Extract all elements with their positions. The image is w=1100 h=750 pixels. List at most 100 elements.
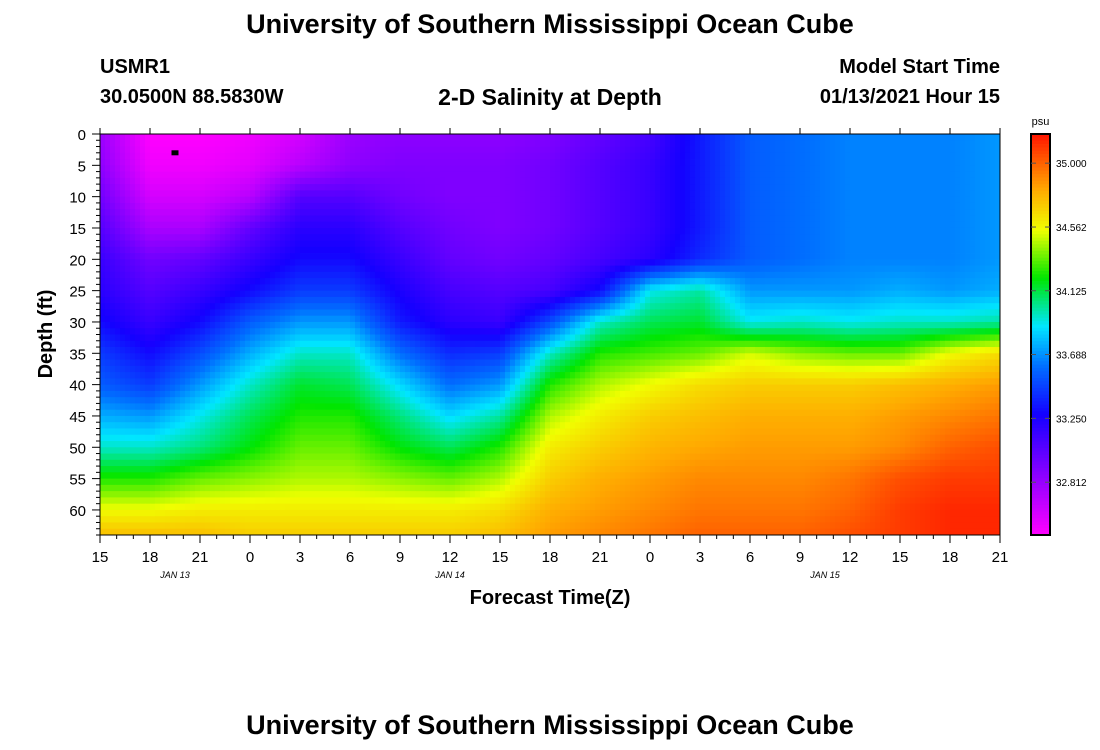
heatmap-cell <box>235 190 241 198</box>
heatmap-cell <box>840 284 846 292</box>
heatmap-cell <box>930 202 936 210</box>
heatmap-cell <box>385 215 391 223</box>
heatmap-cell <box>240 246 246 254</box>
heatmap-cell <box>145 202 151 210</box>
heatmap-cell <box>165 240 171 248</box>
heatmap-cell <box>905 215 911 223</box>
heatmap-cell <box>625 227 631 235</box>
heatmap-cell <box>500 171 506 179</box>
heatmap-cell <box>555 265 561 273</box>
heatmap-cell <box>885 171 891 179</box>
heatmap-cell <box>955 240 961 248</box>
heatmap-cell <box>500 196 506 204</box>
heatmap-cell <box>120 246 126 254</box>
heatmap-cell <box>840 227 846 235</box>
heatmap-cell <box>325 240 331 248</box>
heatmap-cell <box>130 303 136 310</box>
heatmap-cell <box>600 246 606 254</box>
heatmap-cell <box>700 227 706 235</box>
heatmap-cell <box>155 165 161 172</box>
heatmap-cell <box>620 265 626 273</box>
heatmap-cell <box>310 140 316 147</box>
heatmap-cell <box>340 209 346 216</box>
heatmap-cell <box>440 278 446 285</box>
heatmap-cell <box>185 290 191 298</box>
heatmap-cell <box>475 259 481 266</box>
heatmap-cell <box>990 209 996 216</box>
heatmap-cell <box>325 278 331 285</box>
heatmap-cell <box>215 159 221 166</box>
heatmap-cell <box>500 202 506 210</box>
heatmap-cell <box>710 140 716 147</box>
bottom-title: University of Southern Mississippi Ocean… <box>246 710 854 740</box>
heatmap-cell <box>365 140 371 147</box>
heatmap-cell <box>945 246 951 254</box>
heatmap-cell <box>395 190 401 198</box>
heatmap-cell <box>935 171 941 179</box>
heatmap-cell <box>565 259 571 266</box>
heatmap-cell <box>595 271 601 279</box>
heatmap-cell <box>450 290 456 298</box>
heatmap-cell <box>285 234 291 241</box>
heatmap-cell <box>320 284 326 292</box>
heatmap-cell <box>920 221 926 229</box>
heatmap-cell <box>715 196 721 204</box>
heatmap-cell <box>210 303 216 310</box>
heatmap-cell <box>845 209 851 216</box>
heatmap-cell <box>525 259 531 266</box>
heatmap-cell <box>935 209 941 216</box>
heatmap-cell <box>320 234 326 241</box>
heatmap-cell <box>705 240 711 248</box>
heatmap-cell <box>410 303 416 310</box>
heatmap-cell <box>465 271 471 279</box>
heatmap-cell <box>615 271 621 279</box>
heatmap-cell <box>240 303 246 310</box>
heatmap-cell <box>165 146 171 154</box>
heatmap-cell <box>325 296 331 304</box>
heatmap-cell <box>490 159 496 166</box>
heatmap-cell <box>180 290 186 298</box>
heatmap-cell <box>160 152 166 160</box>
heatmap-cell <box>980 221 986 229</box>
heatmap-cell <box>860 177 866 185</box>
heatmap-cell <box>295 209 301 216</box>
heatmap-cell <box>325 165 331 172</box>
heatmap-cell <box>815 271 821 279</box>
heatmap-cell <box>305 290 311 298</box>
heatmap-cell <box>110 303 116 310</box>
heatmap-cell <box>955 202 961 210</box>
heatmap-cell <box>880 240 886 248</box>
heatmap-cell <box>600 296 606 304</box>
heatmap-cell <box>685 165 691 172</box>
heatmap-cell <box>310 134 316 141</box>
heatmap-cell <box>545 184 551 191</box>
heatmap-cell <box>350 215 356 223</box>
heatmap-cell <box>465 215 471 223</box>
heatmap-cell <box>585 171 591 179</box>
heatmap-cell <box>900 246 906 254</box>
heatmap-cell <box>725 215 731 223</box>
heatmap-cell <box>660 196 666 204</box>
heatmap-cell <box>850 209 856 216</box>
heatmap-cell <box>820 134 826 141</box>
heatmap-cell <box>470 271 476 279</box>
heatmap-cell <box>245 246 251 254</box>
heatmap-cell <box>540 240 546 248</box>
heatmap-cell <box>870 265 876 273</box>
heatmap-cell <box>405 215 411 223</box>
heatmap-cell <box>240 290 246 298</box>
heatmap-cell <box>535 146 541 154</box>
heatmap-cell <box>250 209 256 216</box>
heatmap-cell <box>885 146 891 154</box>
heatmap-cell <box>320 190 326 198</box>
heatmap-cell <box>970 165 976 172</box>
heatmap-cell <box>240 209 246 216</box>
heatmap-cell <box>360 240 366 248</box>
heatmap-cell <box>615 303 621 310</box>
heatmap-cell <box>160 134 166 141</box>
heatmap-cell <box>540 234 546 241</box>
heatmap-cell <box>925 202 931 210</box>
heatmap-cell <box>565 284 571 292</box>
heatmap-cell <box>665 265 671 273</box>
heatmap-cell <box>620 303 626 310</box>
